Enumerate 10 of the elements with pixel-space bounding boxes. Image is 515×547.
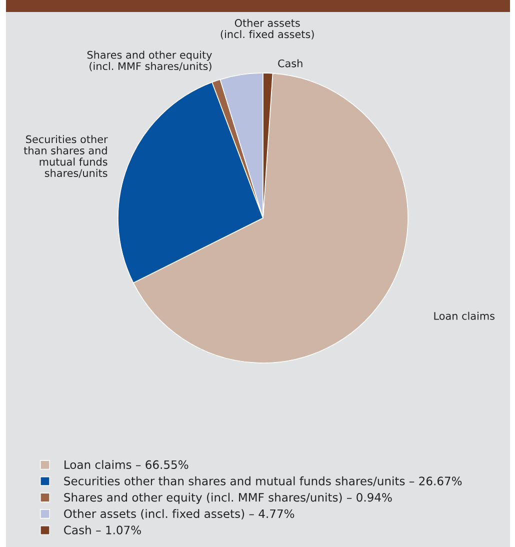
legend-label: Shares and other equity (incl. MMF shares/units) – 0.94% (64, 492, 392, 504)
text: Cash (278, 59, 302, 68)
legend-label: Other assets (incl. fixed assets) – 4.77% (64, 509, 294, 520)
text: Other assets (incl. fixed assets) (220, 18, 314, 40)
text: Loan claims (434, 312, 495, 320)
legend-label: Loan claims – 66.55% (64, 460, 188, 470)
text: Shares and other equity (incl. MMF shares/units) (87, 50, 212, 72)
legend-label: Cash – 1.07% (64, 525, 141, 534)
text: Securities other than shares and mutual funds shares/units (24, 135, 108, 178)
legend-label: Securities other than shares and mutual funds shares/units – 26.67% (64, 476, 462, 486)
